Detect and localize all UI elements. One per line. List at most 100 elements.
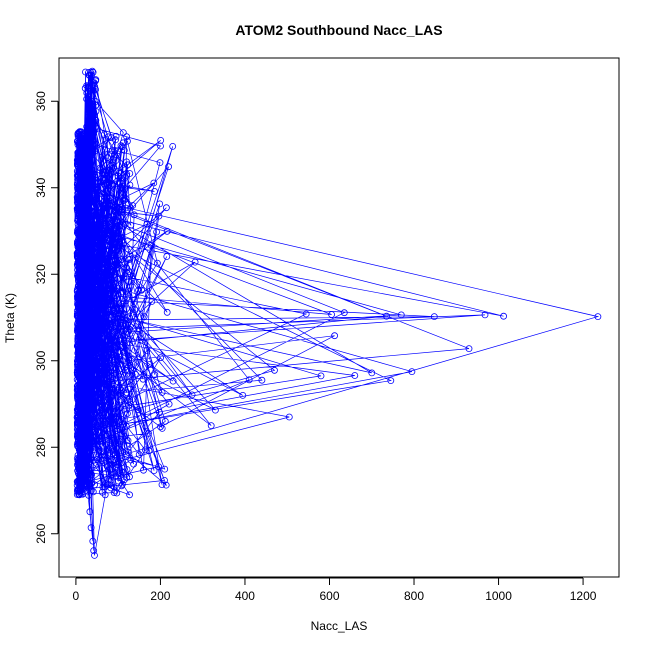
data-point — [120, 146, 128, 154]
data-point — [123, 158, 130, 166]
data-point — [79, 200, 87, 208]
data-point — [86, 254, 94, 262]
data-point — [110, 227, 118, 235]
chart-title: ATOM2 Southbound Nacc_LAS — [235, 22, 442, 38]
data-point — [94, 355, 101, 363]
data-point — [78, 434, 86, 441]
data-point — [76, 476, 83, 484]
x-tick-label: 200 — [150, 589, 170, 603]
data-point — [481, 311, 489, 319]
data-point — [77, 315, 85, 323]
data-point — [123, 466, 131, 473]
data-point — [126, 268, 133, 276]
data-point — [127, 364, 135, 372]
data-point — [89, 171, 97, 179]
data-point — [85, 491, 92, 499]
data-point — [86, 383, 93, 391]
data-point — [78, 309, 85, 316]
data-point — [98, 204, 105, 212]
data-point — [116, 179, 124, 187]
data-point — [125, 278, 133, 286]
data-point — [76, 151, 84, 159]
data-point — [81, 240, 89, 248]
data-point — [155, 408, 163, 416]
data-point — [80, 225, 88, 233]
data-point — [117, 183, 124, 191]
data-point — [88, 392, 96, 400]
data-point — [239, 391, 247, 399]
data-point — [119, 420, 126, 428]
data-point — [74, 382, 81, 389]
data-point — [594, 313, 602, 321]
data-point — [100, 131, 108, 139]
data-point — [85, 295, 93, 303]
data-point — [88, 67, 96, 75]
data-point — [145, 447, 153, 455]
data-point — [76, 324, 83, 332]
data-point — [87, 126, 95, 134]
data-point — [114, 218, 122, 226]
data-point — [75, 297, 83, 305]
data-point — [121, 185, 129, 193]
data-point — [123, 389, 131, 397]
data-point — [126, 491, 134, 499]
data-point — [122, 451, 130, 459]
data-point — [125, 356, 133, 364]
data-point — [317, 372, 325, 380]
data-point — [109, 388, 117, 396]
data-point — [108, 134, 115, 142]
data-point — [110, 449, 118, 457]
data-point — [111, 353, 119, 361]
data-point — [114, 275, 122, 283]
data-point — [97, 435, 105, 443]
data-point — [207, 422, 215, 430]
data-point — [140, 466, 147, 474]
data-point — [102, 348, 110, 356]
data-point — [104, 154, 111, 162]
data-point — [383, 312, 390, 320]
data-point — [77, 290, 85, 298]
data-point — [82, 463, 89, 471]
data-point — [107, 484, 115, 492]
data-point — [97, 245, 104, 252]
data-point — [465, 345, 473, 353]
data-point — [119, 139, 127, 147]
data-point — [108, 285, 116, 293]
x-tick-label: 0 — [73, 589, 80, 603]
data-point — [165, 163, 173, 171]
data-point — [79, 247, 87, 255]
data-point — [331, 332, 339, 340]
data-point — [85, 159, 92, 167]
data-point — [75, 458, 82, 466]
data-point — [74, 366, 81, 374]
data-point — [156, 200, 164, 208]
data-point — [88, 98, 96, 105]
data-point — [82, 316, 90, 324]
data-point — [98, 323, 106, 331]
data-point — [129, 202, 137, 209]
data-point — [118, 143, 126, 151]
data-point — [116, 440, 124, 448]
data-point — [93, 216, 101, 224]
data-point — [91, 375, 99, 383]
data-point — [118, 300, 126, 308]
data-point — [91, 438, 99, 446]
data-point — [135, 451, 143, 458]
x-tick-label: 400 — [235, 589, 255, 603]
data-point — [78, 367, 86, 375]
data-point — [139, 375, 147, 383]
data-point — [87, 410, 95, 418]
data-point — [135, 286, 143, 294]
data-point — [351, 372, 359, 379]
data-point — [98, 488, 106, 496]
data-point — [118, 237, 126, 245]
data-point — [76, 147, 84, 155]
data-point — [92, 77, 99, 85]
data-point — [95, 290, 103, 298]
data-point — [75, 277, 83, 285]
data-point — [83, 123, 91, 131]
data-point — [99, 483, 107, 491]
data-point — [81, 255, 89, 263]
data-point — [111, 208, 119, 216]
data-point — [74, 432, 82, 440]
